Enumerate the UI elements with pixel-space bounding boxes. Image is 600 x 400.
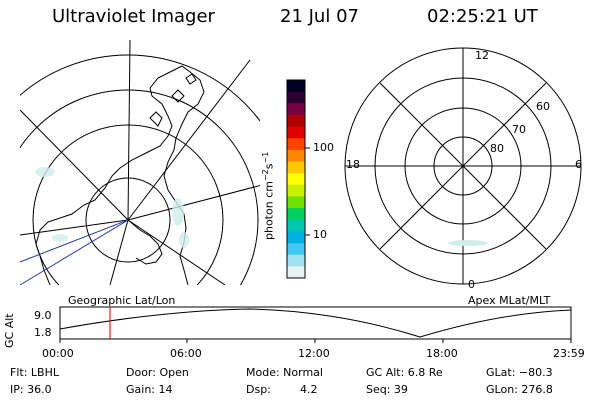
- status-door: Door: Open: [126, 366, 189, 379]
- observation-time: 02:25:21 UT: [427, 6, 538, 27]
- colorbar-tick-10: 10: [313, 228, 327, 241]
- time-tick-0600: 06:00: [170, 347, 202, 360]
- status-ip: IP: 36.0: [10, 383, 52, 396]
- time-tick-0000: 00:00: [42, 347, 74, 360]
- status-glat: GLat: −80.3: [486, 366, 553, 379]
- colorbar-segment: [287, 254, 305, 267]
- colorbar-segment: [287, 114, 305, 128]
- geographic-panel-label: Geographic Lat/Lon: [68, 294, 176, 307]
- time-tick-2359: 23:59: [553, 347, 585, 360]
- time-tick-1200: 12:00: [298, 347, 330, 360]
- status-dsp-value: 4.2: [300, 383, 318, 396]
- colorbar-segment: [287, 219, 305, 232]
- colorbar-segment: [287, 208, 305, 221]
- colorbar-segment: [287, 161, 305, 174]
- altitude-axis-label: GC Alt: [3, 313, 16, 348]
- colorbar-segment: [287, 138, 305, 151]
- status-seq: Seq: 39: [366, 383, 408, 396]
- polar-panel-label: Apex MLat/MLT: [468, 294, 551, 307]
- colorbar-segment: [287, 103, 305, 116]
- instrument-title: Ultraviolet Imager: [52, 6, 215, 27]
- lat-label-80: 80: [490, 142, 504, 155]
- colorbar-segment: [287, 149, 305, 163]
- mlt-label-0: 0: [468, 278, 475, 291]
- colorbar-tick-100: 100: [313, 141, 334, 154]
- status-mode: Mode: Normal: [246, 366, 323, 379]
- colorbar-segment: [287, 80, 305, 93]
- colorbar-segment: [287, 196, 305, 209]
- observation-date: 21 Jul 07: [280, 6, 359, 27]
- colorbar-segment: [287, 126, 305, 139]
- colorbar-segment: [287, 184, 305, 197]
- status-gain: Gain: 14: [126, 383, 173, 396]
- colorbar-segment: [287, 243, 305, 256]
- altitude-tick-low: 1.8: [34, 326, 52, 339]
- colorbar-segment: [287, 266, 305, 279]
- colorbar-segment: [287, 231, 305, 244]
- status-dsp-label: Dsp:: [246, 383, 271, 396]
- status-gc-alt: GC Alt: 6.8 Re: [366, 366, 443, 379]
- colorbar-segment: [287, 173, 305, 186]
- mlt-label-12: 12: [475, 49, 489, 62]
- lat-label-70: 70: [512, 123, 526, 136]
- altitude-tick-high: 9.0: [34, 309, 52, 322]
- mlt-label-6: 6: [575, 158, 582, 171]
- time-tick-1800: 18:00: [426, 347, 458, 360]
- lat-label-60: 60: [536, 100, 550, 113]
- colorbar-segment: [287, 91, 305, 104]
- status-filter: Flt: LBHL: [10, 366, 59, 379]
- mlt-label-18: 18: [346, 158, 360, 171]
- status-glon: GLon: 276.8: [486, 383, 553, 396]
